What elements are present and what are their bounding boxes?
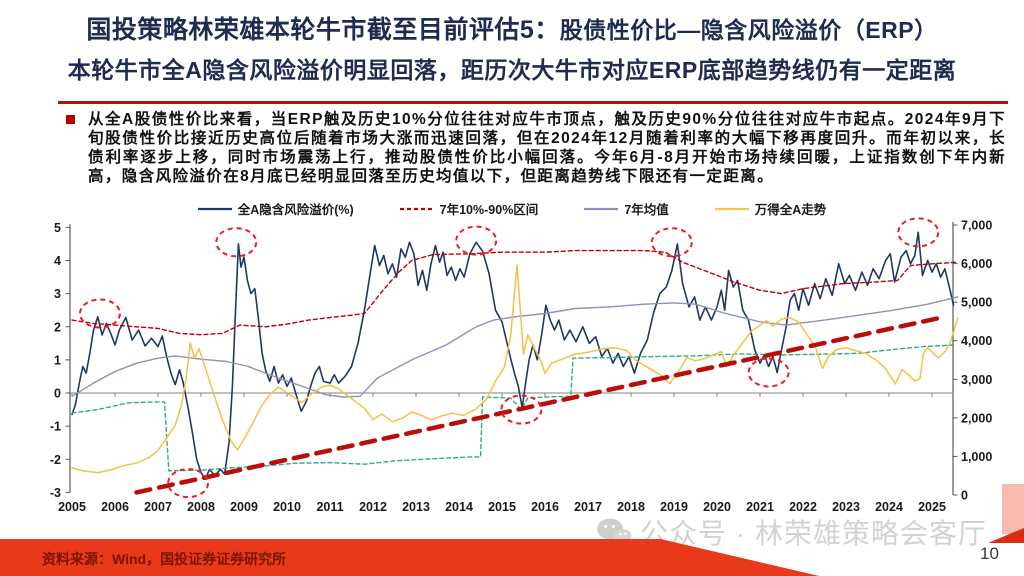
svg-text:2013: 2013: [402, 500, 430, 514]
svg-text:2008: 2008: [187, 500, 215, 514]
watermark: 公众号 · 林荣雄策略会客厅: [596, 512, 987, 552]
svg-text:5: 5: [54, 221, 61, 235]
svg-text:1,000: 1,000: [961, 450, 992, 464]
title-line1-strong: 国投策略林荣雄本轮牛市截至目前评估5：: [86, 16, 560, 44]
title-divider: [58, 101, 1008, 104]
source-note: 资料来源：Wind，国投证券证券研究所: [42, 551, 287, 567]
legend-item: 全A隐含风险溢价(%): [197, 199, 354, 218]
watermark-text: 公众号 · 林荣雄策略会客厅: [640, 518, 987, 549]
svg-text:-2: -2: [50, 453, 61, 467]
svg-text:5,000: 5,000: [961, 296, 992, 310]
title-line1: 国投策略林荣雄本轮牛市截至目前评估5：股债性价比—隐含风险溢价（ERP）: [0, 12, 1024, 52]
svg-text:2: 2: [54, 320, 61, 334]
chart-legend: 全A隐含风险溢价(%) 7年10%-90%区间 7年均值 万得全A走势: [0, 199, 1024, 218]
svg-text:2012: 2012: [359, 500, 387, 514]
legend-line-icon: [399, 207, 434, 210]
bullet-square-icon: [66, 115, 75, 124]
footer-band: [0, 539, 820, 576]
svg-text:-3: -3: [50, 486, 61, 500]
svg-text:4: 4: [54, 254, 61, 268]
svg-text:2006: 2006: [101, 500, 129, 514]
title-line1-rest: 股债性价比—隐含风险溢价（ERP）: [559, 17, 938, 43]
legend-line-icon: [714, 207, 749, 210]
commentary-text: 从全A股债性价比来看，当ERP触及历史10%分位往往对应牛市顶点，触及历史90%…: [88, 111, 1006, 185]
svg-text:2015: 2015: [488, 500, 516, 514]
legend-label: 7年10%-90%区间: [439, 203, 539, 217]
svg-text:2014: 2014: [445, 500, 473, 514]
legend-line-icon: [584, 207, 619, 210]
commentary-block: 从全A股债性价比来看，当ERP触及历史10%分位往往对应牛市顶点，触及历史90%…: [64, 110, 1006, 186]
svg-text:2007: 2007: [144, 500, 172, 514]
svg-text:2011: 2011: [316, 500, 343, 514]
legend-label: 全A隐含风险溢价(%): [237, 203, 354, 217]
svg-text:4,000: 4,000: [961, 334, 992, 348]
svg-text:2005: 2005: [58, 500, 86, 514]
svg-text:1: 1: [54, 353, 61, 367]
svg-text:2016: 2016: [531, 500, 559, 514]
svg-text:0: 0: [54, 387, 61, 401]
svg-text:2010: 2010: [273, 500, 301, 514]
svg-text:2,000: 2,000: [961, 411, 992, 425]
svg-text:0: 0: [961, 489, 968, 503]
page-title: 国投策略林荣雄本轮牛市截至目前评估5：股债性价比—隐含风险溢价（ERP） 本轮牛…: [0, 12, 1024, 89]
page-number: 10: [980, 544, 999, 563]
svg-text:-1: -1: [50, 420, 61, 434]
legend-label: 7年均值: [624, 203, 669, 217]
legend-item: 万得全A走势: [714, 199, 827, 218]
legend-line-icon: [197, 207, 232, 210]
svg-text:6,000: 6,000: [961, 257, 992, 271]
svg-text:7,000: 7,000: [961, 219, 992, 233]
legend-label: 万得全A走势: [754, 203, 827, 217]
legend-item: 7年均值: [584, 199, 669, 218]
corner-accent-bar: [1002, 484, 1024, 534]
svg-text:3: 3: [54, 287, 61, 301]
svg-text:3,000: 3,000: [961, 373, 992, 387]
title-line2: 本轮牛市全A隐含风险溢价明显回落，距历次大牛市对应ERP底部趋势线仍有一定距离: [67, 57, 957, 83]
legend-item: 7年10%-90%区间: [399, 199, 539, 218]
svg-text:2009: 2009: [230, 500, 258, 514]
